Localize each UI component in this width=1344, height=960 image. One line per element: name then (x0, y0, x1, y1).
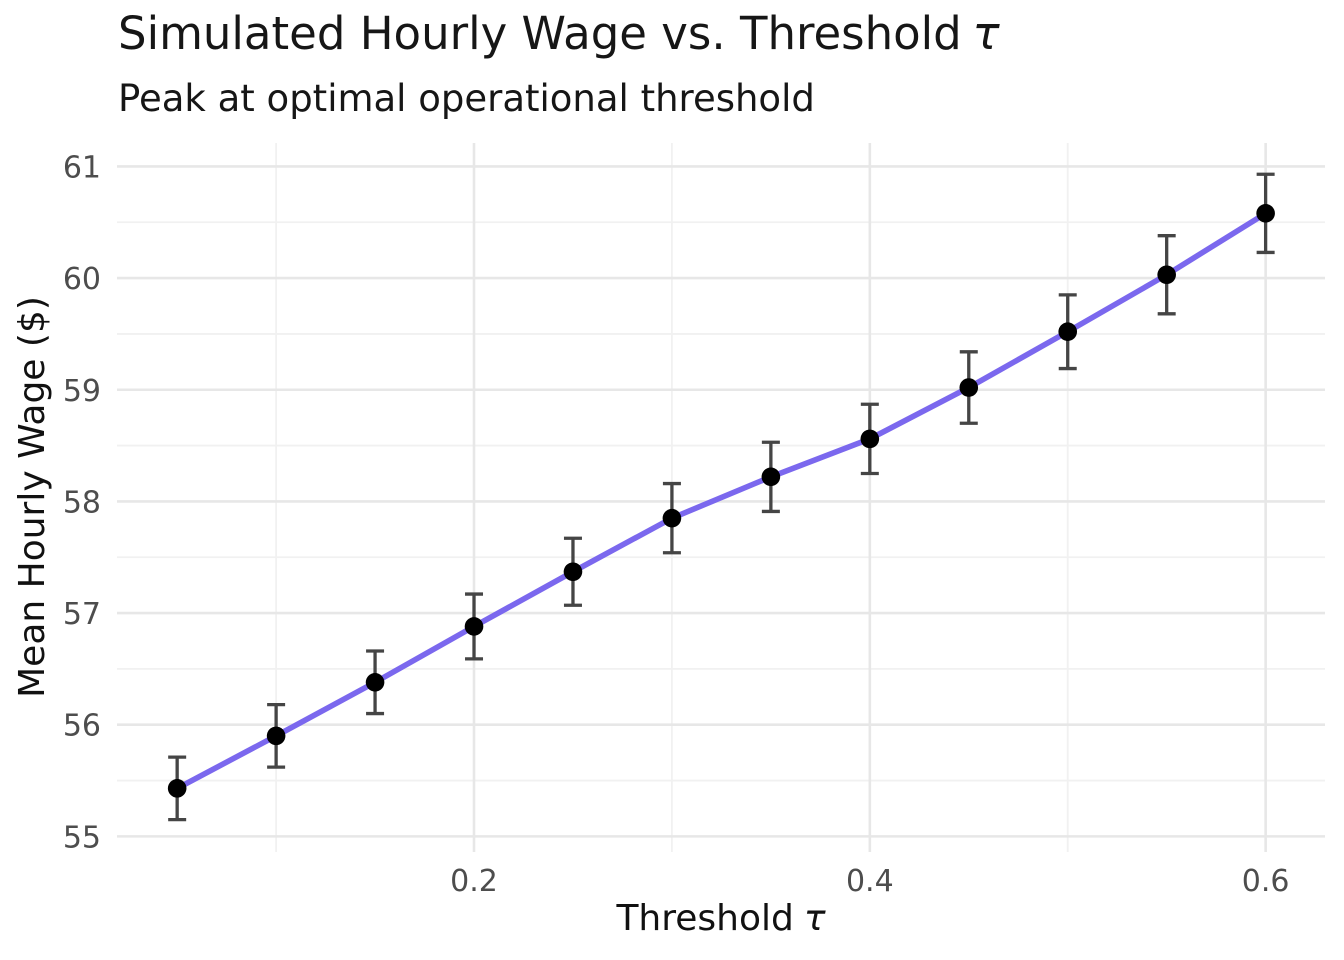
data-point (1256, 204, 1275, 223)
data-point (761, 467, 781, 487)
y-tick-label: 59 (63, 374, 101, 409)
x-axis-tau-symbol: τ (804, 898, 826, 939)
x-tick-label: 0.6 (1242, 864, 1290, 899)
y-axis-title: Mean Hourly Wage ($) (12, 296, 53, 698)
data-point (860, 429, 880, 449)
x-axis-title: Threshold τ (615, 898, 825, 939)
data-point (266, 726, 286, 746)
data-point (167, 779, 187, 798)
y-tick-label: 61 (63, 150, 101, 185)
data-point (563, 562, 583, 582)
y-tick-label: 55 (63, 820, 101, 855)
data-point (365, 672, 385, 692)
y-tick-label: 56 (63, 709, 101, 744)
chart-title-text: Simulated Hourly Wage vs. Threshold (118, 7, 962, 60)
tau-symbol: τ (972, 7, 1000, 60)
y-tick-label: 57 (63, 597, 101, 632)
data-point (662, 508, 682, 528)
y-tick-label: 60 (63, 262, 101, 297)
chart-title: Simulated Hourly Wage vs. Threshold τ (118, 11, 1000, 56)
data-point (1157, 265, 1176, 285)
data-point (959, 378, 979, 397)
chart-subtitle: Peak at optimal operational threshold (118, 77, 815, 120)
data-point (1058, 322, 1078, 341)
x-tick-label: 0.4 (846, 864, 894, 899)
wage-line (174, 210, 1269, 792)
x-axis-title-text: Threshold (615, 898, 793, 939)
x-tick-label: 0.2 (450, 864, 498, 899)
data-point (464, 617, 484, 636)
y-tick-label: 58 (63, 485, 101, 520)
